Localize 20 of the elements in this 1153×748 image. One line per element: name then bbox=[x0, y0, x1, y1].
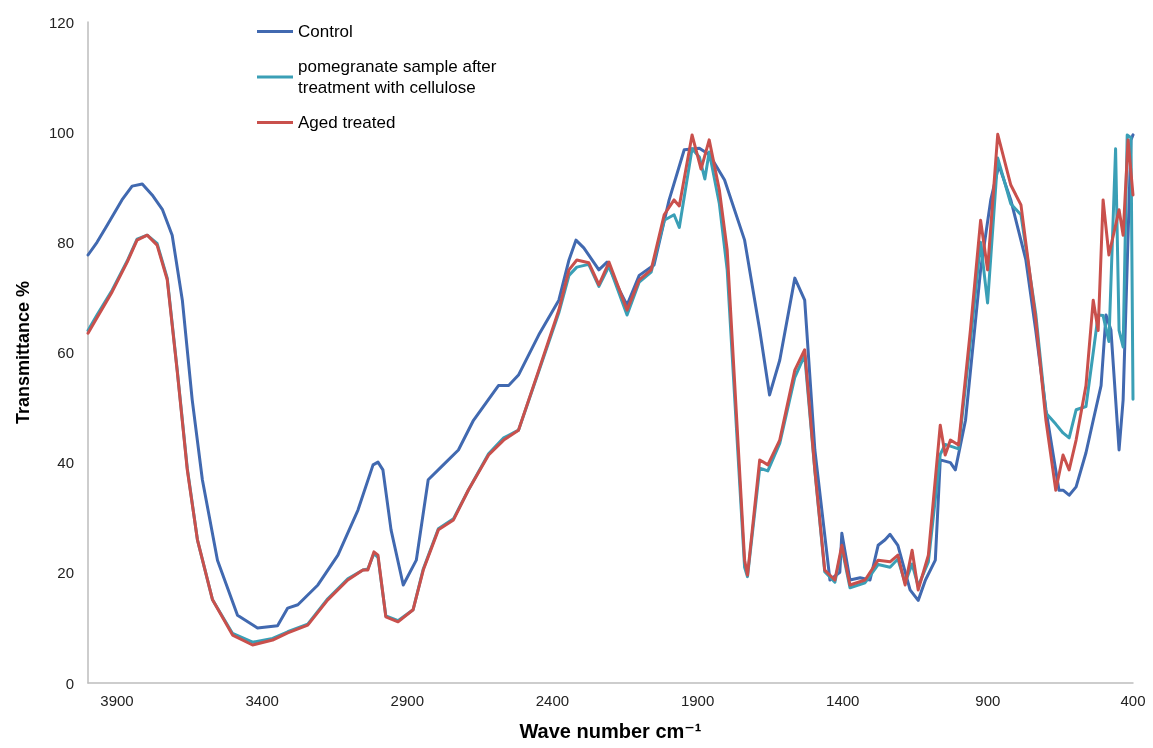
legend-label: Control bbox=[298, 22, 353, 41]
x-axis-title: Wave number cm⁻¹ bbox=[519, 720, 702, 742]
x-tick-label: 400 bbox=[1120, 692, 1146, 709]
legend-label: pomegranate sample after treatment with cellulose bbox=[298, 57, 502, 97]
y-tick-label: 20 bbox=[57, 564, 74, 582]
y-tick-label: 80 bbox=[57, 233, 74, 251]
x-tick-label: 1400 bbox=[826, 692, 860, 709]
y-tick-label: 60 bbox=[57, 344, 74, 361]
y-axis-title: Transmittance % bbox=[13, 280, 33, 425]
y-tick-label: 120 bbox=[48, 13, 74, 31]
y-tick-label: 0 bbox=[65, 674, 74, 692]
x-tick-label: 1900 bbox=[680, 692, 715, 709]
y-tick-label: 40 bbox=[57, 454, 74, 472]
y-tick-label: 100 bbox=[48, 123, 74, 141]
x-tick-label: 3900 bbox=[100, 692, 134, 709]
x-tick-label: 3400 bbox=[245, 692, 279, 709]
legend-label: Aged treated bbox=[298, 113, 396, 132]
x-tick-label: 2400 bbox=[535, 692, 570, 709]
x-tick-label: 2900 bbox=[390, 692, 424, 709]
x-tick-label: 900 bbox=[975, 692, 1001, 709]
